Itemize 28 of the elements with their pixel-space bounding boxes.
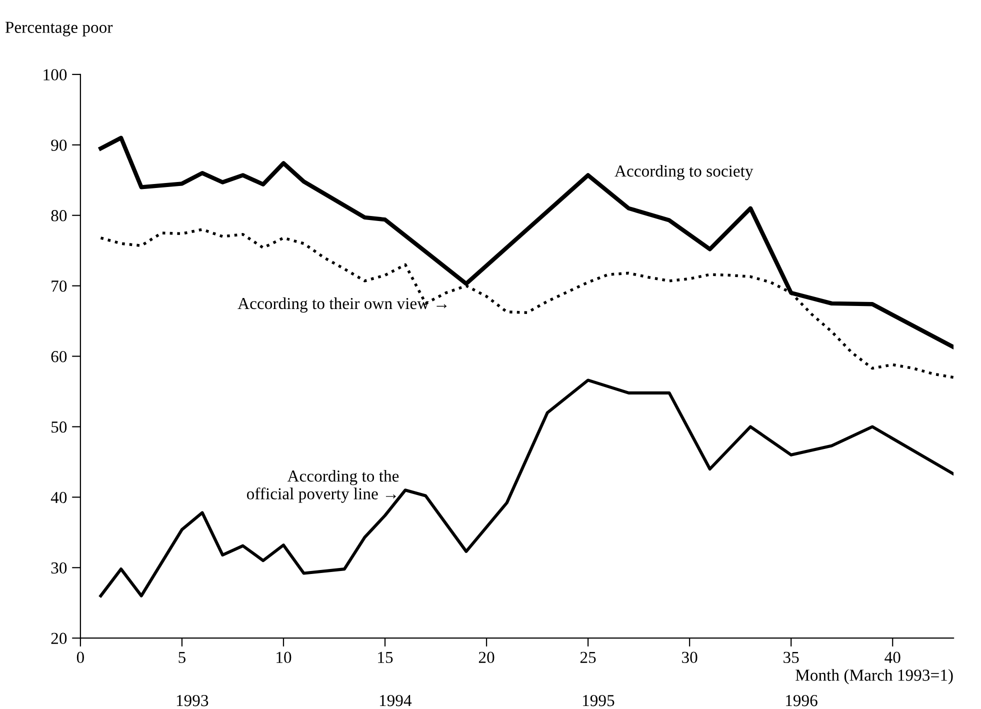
y-tick-label: 90 — [51, 140, 67, 151]
text: 1995 — [583, 694, 614, 706]
text: 1994 — [380, 694, 412, 706]
x-tick-label: 10 — [276, 652, 292, 664]
x-tick-label: 15 — [378, 652, 393, 664]
line-series — [99, 378, 954, 598]
x-axis-title: Month (March 1993=1) — [796, 669, 953, 684]
x-tick-label: 25 — [580, 652, 596, 664]
text: 1996 — [786, 694, 818, 706]
text: 1993 — [176, 694, 208, 706]
x-tick-label: 20 — [478, 652, 494, 664]
series-label: According to their own view → — [238, 297, 447, 313]
y-tick-label: 40 — [50, 492, 67, 504]
y-tick-label: 80 — [51, 210, 67, 222]
y-tick-label: 20 — [51, 632, 67, 644]
x-tick-label: 40 — [884, 652, 900, 664]
x-tick-label: 5 — [178, 652, 186, 664]
y-tick-label: 30 — [51, 562, 67, 574]
x-tick-label: 0 — [76, 652, 84, 664]
series-label: According to the official poverty line → — [246, 470, 399, 503]
y-tick-label: 100 — [44, 69, 67, 80]
y-tick-label: 70 — [52, 280, 67, 292]
y-tick-label: 60 — [51, 350, 67, 362]
y-tick-label: 50 — [52, 421, 67, 433]
x-tick-label: 30 — [682, 652, 698, 664]
series-label: According to society — [614, 164, 754, 180]
x-tick-label: 35 — [784, 652, 799, 664]
y-axis-title: Percentage poor — [5, 22, 113, 36]
